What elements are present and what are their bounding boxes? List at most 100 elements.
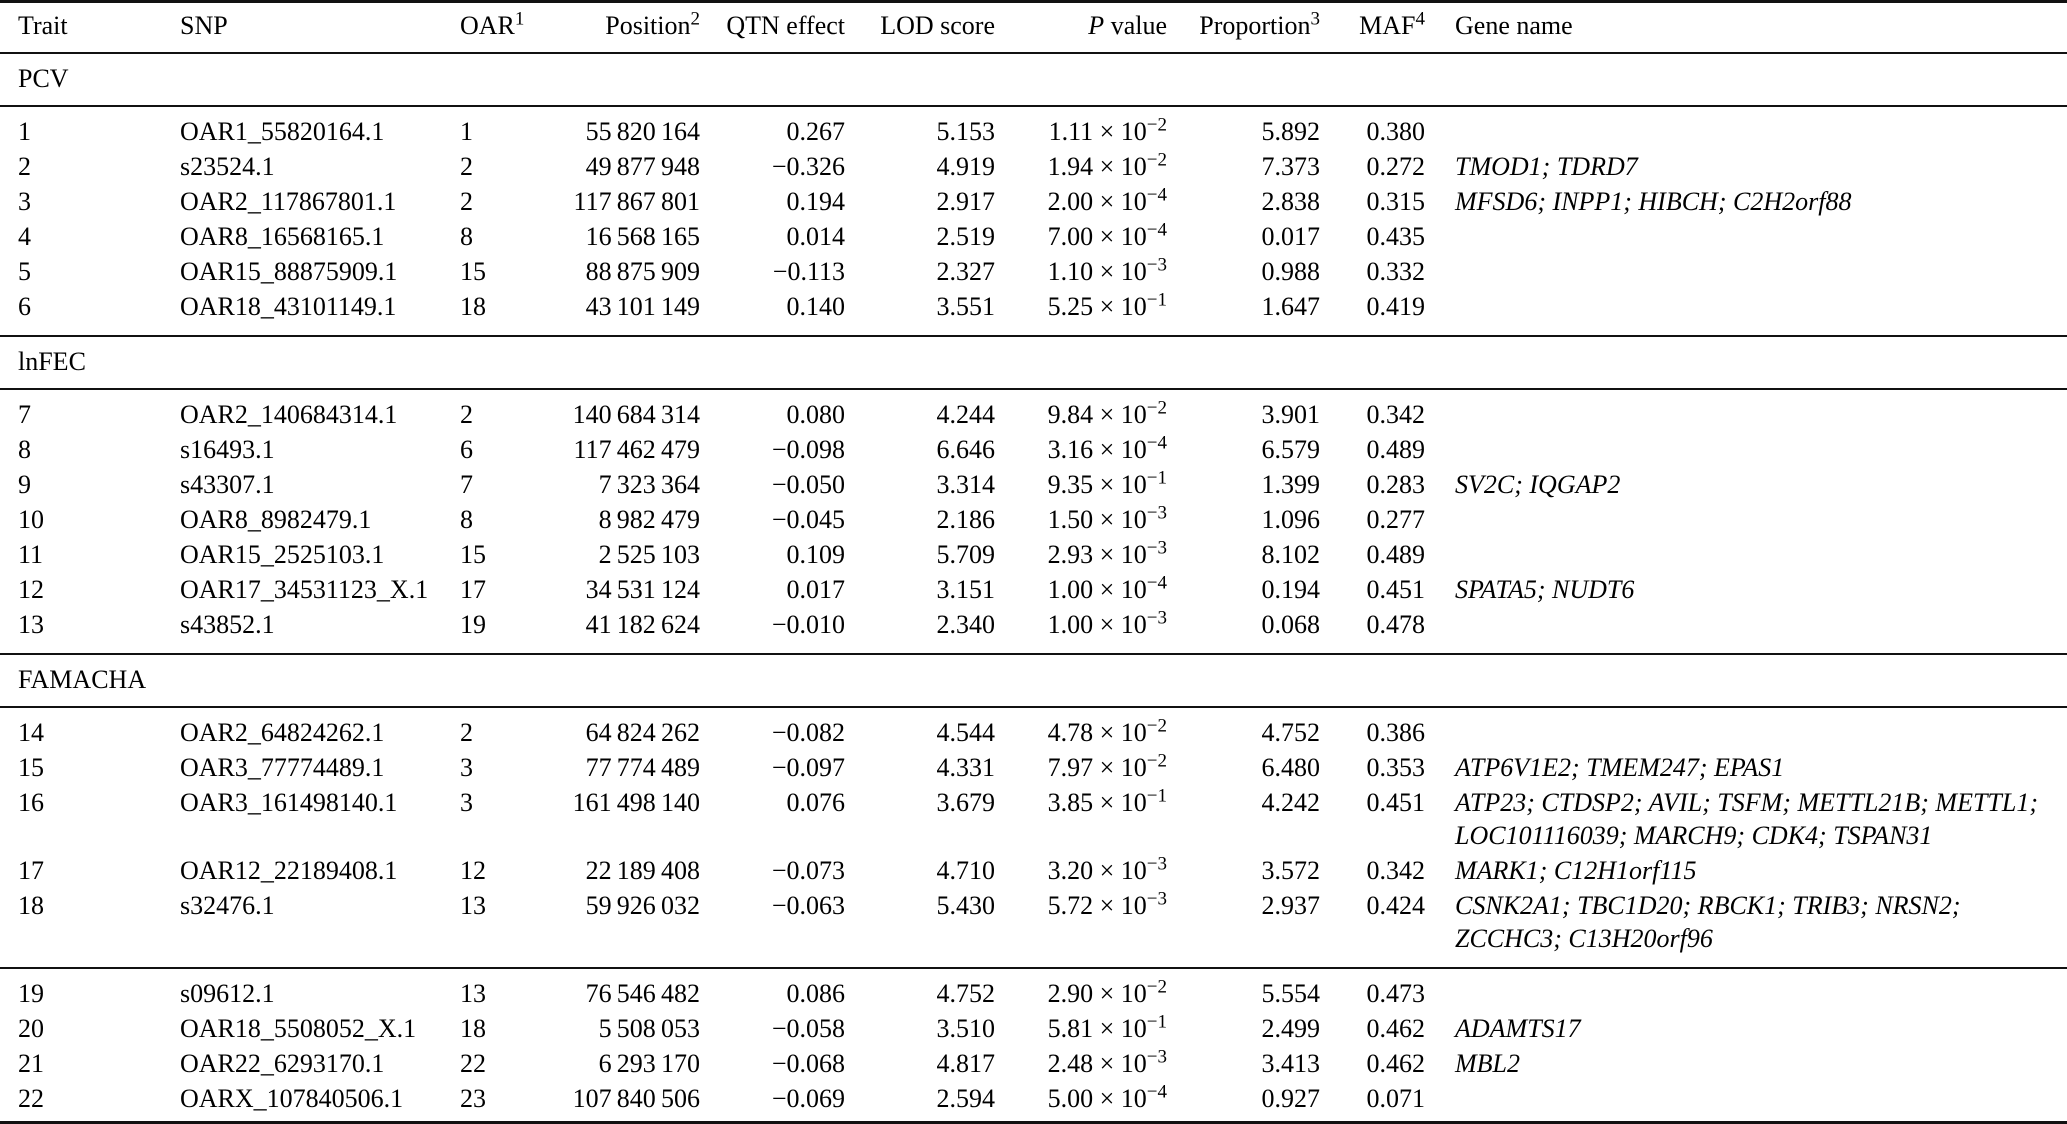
cell-snp: OAR15_2525103.1 [180, 540, 385, 569]
cell-position: 59 926 032 [585, 891, 700, 920]
cell-gene [1430, 432, 2067, 467]
col-header-maf: MAF4 [1359, 8, 1425, 40]
cell-qtn: −0.068 [771, 1049, 845, 1078]
header-row: Trait SNP OAR1 Position2 QTN effect LOD score… [0, 2, 2067, 54]
cell-trait: 12 [18, 575, 44, 604]
table-row: 7 OAR2_140684314.1 2 140 684 314 0.080 4.244 9… [0, 389, 2067, 432]
cell-trait: 1 [18, 117, 31, 146]
cell-trait: 16 [18, 788, 44, 817]
cell-lod: 4.752 [936, 979, 996, 1008]
cell-position: 43 101 149 [585, 292, 700, 321]
cell-pvalue: 2.00 × 10−4 [1047, 184, 1167, 216]
cell-position: 64 824 262 [585, 718, 700, 747]
cell-proportion: 2.499 [1261, 1014, 1321, 1043]
cell-qtn: −0.069 [771, 1084, 845, 1113]
cell-maf: 0.478 [1366, 610, 1426, 639]
cell-gene: TMOD1; TDRD7 [1455, 152, 1638, 181]
cell-pvalue: 1.10 × 10−3 [1047, 254, 1167, 286]
cell-snp: OARX_107840506.1 [180, 1084, 404, 1113]
table-row: 4 OAR8_16568165.1 8 16 568 165 0.014 2.519 7.0… [0, 219, 2067, 254]
section-head: FAMACHA [0, 654, 2067, 707]
cell-trait: 15 [18, 753, 44, 782]
cell-snp: OAR3_77774489.1 [180, 753, 385, 782]
table-row: 19 s09612.1 13 76 546 482 0.086 4.752 2.90 × 1… [0, 968, 2067, 1011]
cell-position: 16 568 165 [585, 222, 700, 251]
cell-maf: 0.419 [1366, 292, 1426, 321]
cell-pvalue: 1.00 × 10−4 [1047, 572, 1167, 604]
cell-pvalue: 1.11 × 10−2 [1048, 114, 1167, 146]
cell-lod: 3.151 [936, 575, 996, 604]
section-row: lnFEC [0, 336, 2067, 389]
cell-trait: 6 [18, 292, 31, 321]
cell-proportion: 5.892 [1261, 117, 1321, 146]
cell-gene [1430, 707, 2067, 750]
table-row: 16 OAR3_161498140.1 3 161 498 140 0.076 3.679… [0, 785, 2067, 853]
cell-gene [1430, 106, 2067, 149]
table-row: 22 OARX_107840506.1 23 107 840 506 −0.069 2.5… [0, 1081, 2067, 1123]
cell-proportion: 6.579 [1261, 435, 1321, 464]
cell-snp: OAR18_43101149.1 [180, 292, 397, 321]
cell-qtn: 0.267 [786, 117, 846, 146]
cell-gene: SV2C; IQGAP2 [1455, 470, 1621, 499]
cell-lod: 4.817 [936, 1049, 996, 1078]
cell-oar: 13 [460, 891, 486, 920]
cell-proportion: 0.988 [1261, 257, 1321, 286]
row-group: 19 s09612.1 13 76 546 482 0.086 4.752 2.90 × 1… [0, 968, 2067, 1123]
cell-qtn: −0.326 [771, 152, 845, 181]
cell-gene: ADAMTS17 [1455, 1014, 1581, 1043]
table-row: 13 s43852.1 19 41 182 624 −0.010 2.340 1.00 × … [0, 607, 2067, 654]
table-row: 8 s16493.1 6 117 462 479 −0.098 6.646 3.16 × 1… [0, 432, 2067, 467]
col-header-proportion: Proportion3 [1199, 8, 1320, 40]
cell-gene: ATP23; CTDSP2; AVIL; TSFM; METTL21B; MET… [1455, 788, 2039, 850]
col-header-lod: LOD score [880, 11, 995, 40]
cell-qtn: −0.098 [771, 435, 845, 464]
cell-snp: s43307.1 [180, 470, 275, 499]
cell-maf: 0.424 [1366, 891, 1426, 920]
cell-proportion: 7.373 [1261, 152, 1321, 181]
cell-lod: 2.917 [936, 187, 996, 216]
cell-trait: 7 [18, 400, 31, 429]
cell-oar: 18 [460, 292, 486, 321]
cell-trait: 21 [18, 1049, 44, 1078]
cell-snp: OAR12_22189408.1 [180, 856, 398, 885]
cell-gene [1430, 254, 2067, 289]
col-header-pvalue: P value [1088, 11, 1167, 40]
cell-oar: 15 [460, 540, 486, 569]
cell-qtn: −0.058 [771, 1014, 845, 1043]
table-row: 2 s23524.1 2 49 877 948 −0.326 4.919 1.94 × 10… [0, 149, 2067, 184]
cell-qtn: 0.140 [786, 292, 846, 321]
cell-trait: 2 [18, 152, 31, 181]
cell-maf: 0.272 [1366, 152, 1426, 181]
cell-lod: 3.679 [936, 788, 996, 817]
table-row: 3 OAR2_117867801.1 2 117 867 801 0.194 2.917 2… [0, 184, 2067, 219]
cell-gene [1430, 537, 2067, 572]
cell-oar: 15 [460, 257, 486, 286]
cell-lod: 2.186 [936, 505, 996, 534]
cell-oar: 2 [460, 187, 473, 216]
table-row: 18 s32476.1 13 59 926 032 −0.063 5.430 5.72 × … [0, 888, 2067, 968]
cell-proportion: 1.647 [1261, 292, 1321, 321]
cell-qtn: −0.010 [771, 610, 845, 639]
table-row: 12 OAR17_34531123_X.1 17 34 531 124 0.017 3.1… [0, 572, 2067, 607]
table-row: 14 OAR2_64824262.1 2 64 824 262 −0.082 4.544 4… [0, 707, 2067, 750]
cell-lod: 5.709 [936, 540, 996, 569]
cell-trait: 11 [18, 540, 44, 569]
cell-lod: 3.314 [936, 470, 996, 499]
cell-trait: 13 [18, 610, 44, 639]
cell-pvalue: 2.90 × 10−2 [1047, 976, 1167, 1008]
cell-proportion: 0.927 [1261, 1084, 1321, 1113]
cell-qtn: −0.063 [771, 891, 845, 920]
cell-pvalue: 9.84 × 10−2 [1047, 397, 1167, 429]
cell-proportion: 5.554 [1261, 979, 1321, 1008]
cell-trait: 14 [18, 718, 44, 747]
table-row: 15 OAR3_77774489.1 3 77 774 489 −0.097 4.331 7… [0, 750, 2067, 785]
row-group: 1 OAR1_55820164.1 1 55 820 164 0.267 5.153 1.1… [0, 106, 2067, 336]
cell-oar: 7 [460, 470, 473, 499]
cell-snp: OAR22_6293170.1 [180, 1049, 385, 1078]
cell-position: 161 498 140 [572, 788, 700, 817]
cell-maf: 0.342 [1366, 400, 1426, 429]
cell-qtn: 0.194 [786, 187, 846, 216]
cell-lod: 5.153 [936, 117, 996, 146]
cell-gene [1430, 607, 2067, 654]
